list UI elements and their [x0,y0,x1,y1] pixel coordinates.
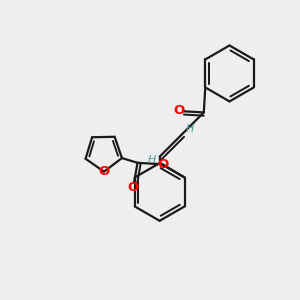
Text: H: H [147,154,156,165]
Text: O: O [157,158,168,171]
Text: O: O [173,104,184,118]
Text: O: O [128,181,139,194]
Text: O: O [98,165,110,178]
Text: H: H [186,124,194,134]
